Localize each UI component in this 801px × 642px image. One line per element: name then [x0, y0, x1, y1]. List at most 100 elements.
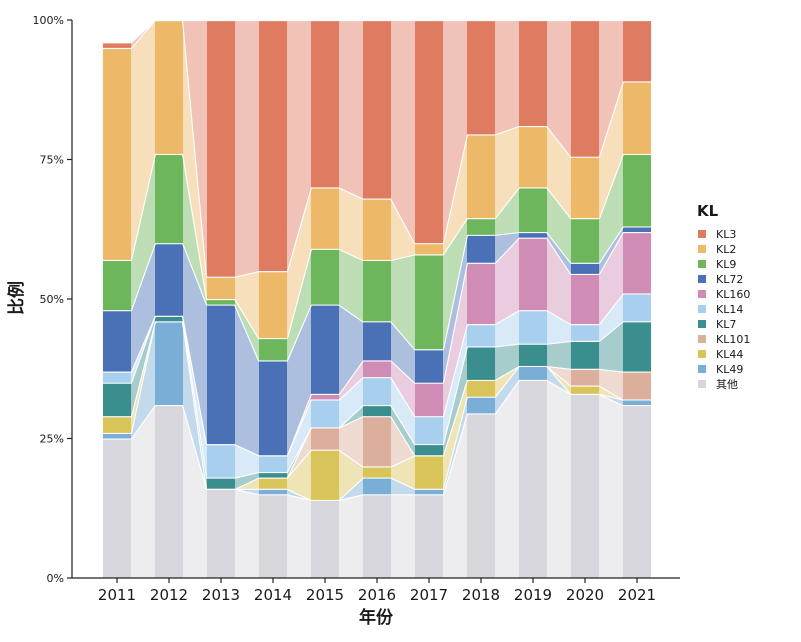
bar-segment — [466, 134, 496, 219]
flow-band — [131, 321, 155, 433]
legend-item: 其他 — [698, 378, 738, 391]
y-tick-label: 75% — [40, 154, 64, 167]
bar-segment — [466, 346, 496, 380]
legend-item: KL7 — [698, 318, 736, 331]
bar-segment — [622, 20, 652, 82]
bar-segment — [466, 20, 496, 135]
bar-segment — [570, 340, 600, 369]
flow-band — [599, 368, 623, 400]
bar-segment — [154, 20, 184, 154]
flow-band — [131, 405, 155, 578]
bar-segment — [466, 379, 496, 397]
legend-swatch — [698, 365, 706, 373]
legend-swatch — [698, 245, 706, 253]
bar-segment — [154, 405, 184, 578]
flow-band — [287, 449, 311, 500]
flow-band — [391, 405, 415, 456]
legend-label: KL72 — [716, 273, 743, 286]
bar-segment — [466, 218, 496, 235]
x-tick-label: 2020 — [566, 586, 604, 604]
legend-label: KL44 — [716, 348, 743, 361]
bar-segment — [258, 494, 288, 578]
bar-segment — [258, 471, 288, 478]
flow-band — [391, 455, 415, 489]
bar-segment — [622, 399, 652, 406]
bar-segment — [518, 20, 548, 127]
series-KL72 — [102, 225, 652, 456]
bar-segment — [102, 371, 132, 383]
legend-label: 其他 — [716, 378, 738, 391]
flow-band — [339, 20, 363, 199]
flow-band — [443, 324, 467, 445]
bar-segment — [622, 321, 652, 372]
flow-band — [131, 20, 155, 48]
bar-segment — [310, 499, 340, 578]
flow-band — [599, 321, 623, 372]
bar-segment — [518, 232, 548, 238]
bar-segment — [102, 259, 132, 311]
bar-segment — [414, 455, 444, 489]
flow-band — [547, 365, 571, 386]
bar-segment — [258, 20, 288, 272]
bar-segment — [362, 198, 392, 260]
flow-band — [287, 187, 311, 339]
bar-segment — [622, 226, 652, 233]
bar-segment — [466, 413, 496, 578]
legend-label: KL9 — [716, 258, 736, 271]
flow-band — [131, 315, 155, 383]
flow-band — [339, 494, 363, 578]
bar-segment — [362, 466, 392, 478]
bar-segment — [518, 343, 548, 366]
flow-band — [339, 377, 363, 428]
flow-band — [599, 153, 623, 263]
bar-segment — [206, 477, 236, 489]
x-tick-label: 2017 — [410, 586, 448, 604]
legend-item: KL2 — [698, 243, 736, 256]
flow-band — [131, 20, 155, 260]
bar-segment — [414, 254, 444, 350]
bar-segment — [154, 315, 184, 322]
bar-segment — [362, 405, 392, 417]
bar-segment — [414, 488, 444, 495]
series-separator — [102, 18, 652, 44]
x-tick-label: 2012 — [150, 586, 188, 604]
bar-segment — [102, 310, 132, 372]
legend-swatch — [698, 275, 706, 283]
bar-segment — [622, 153, 652, 227]
axes: 年份 比例 0% 25% 50% 75% 100% 2011 2012 2013 2014 201… — [6, 14, 680, 628]
bar-segment — [518, 379, 548, 578]
bar-segment — [570, 262, 600, 274]
flow-band — [443, 20, 467, 244]
bar-segment — [570, 324, 600, 341]
x-tick-label: 2011 — [98, 586, 136, 604]
flow-band — [391, 321, 415, 383]
flow-band — [339, 416, 363, 467]
bar-segment — [622, 232, 652, 294]
flow-band — [547, 310, 571, 344]
legend-swatch — [698, 260, 706, 268]
bar-segment — [570, 273, 600, 325]
flow-band — [599, 232, 623, 325]
legend-label: KL3 — [716, 228, 736, 241]
bar-segment — [622, 81, 652, 154]
bar-segment — [206, 299, 236, 305]
bar-segment — [154, 153, 184, 244]
bar-segment — [206, 276, 236, 299]
flow-band — [131, 243, 155, 372]
bar-segment — [570, 156, 600, 219]
flow-band — [599, 226, 623, 274]
series-KL3 — [102, 18, 652, 277]
bar-segment — [362, 377, 392, 406]
flow-band — [547, 340, 571, 369]
bar-segment — [414, 416, 444, 445]
legend-swatch — [698, 350, 706, 358]
flow-band — [235, 488, 259, 578]
flow-band — [235, 488, 259, 495]
x-tick-label: 2013 — [202, 586, 240, 604]
x-tick-label: 2019 — [514, 586, 552, 604]
legend-label: KL7 — [716, 318, 736, 331]
bar-segment — [310, 393, 340, 400]
bar-segment — [466, 324, 496, 347]
legend-swatch — [698, 380, 706, 388]
flow-band — [339, 248, 363, 322]
